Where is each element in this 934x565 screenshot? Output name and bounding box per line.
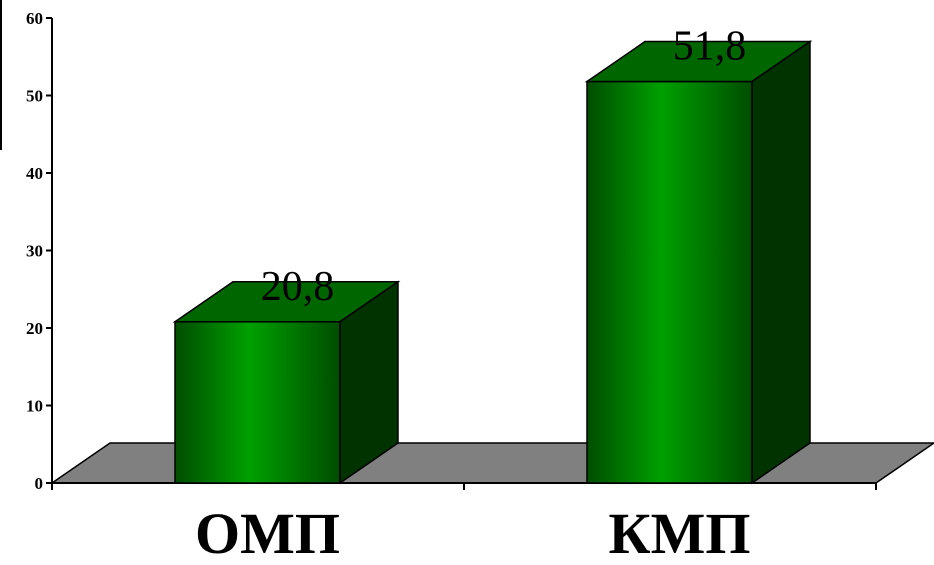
labels: 20,8 ОМП 51,8 КМП	[195, 24, 750, 565]
bar-1	[172, 280, 401, 485]
y-tick-label: 20	[26, 319, 43, 338]
bar-side	[751, 40, 811, 485]
data-label: 51,8	[673, 24, 747, 70]
bar-front	[174, 321, 341, 484]
bar-side	[339, 280, 399, 485]
category-label: ОМП	[195, 501, 340, 565]
y-tick-label: 0	[35, 474, 44, 493]
bars	[172, 40, 813, 485]
bar-2	[584, 40, 813, 485]
y-tick-label: 40	[26, 164, 43, 183]
y-tick-label: 30	[26, 242, 43, 261]
data-label: 20,8	[261, 264, 335, 310]
y-tick-label: 10	[26, 397, 43, 416]
y-tick-label: 50	[26, 87, 43, 106]
category-label: КМП	[609, 501, 751, 565]
y-tick-label: 60	[26, 9, 43, 28]
bar-front	[586, 80, 753, 484]
